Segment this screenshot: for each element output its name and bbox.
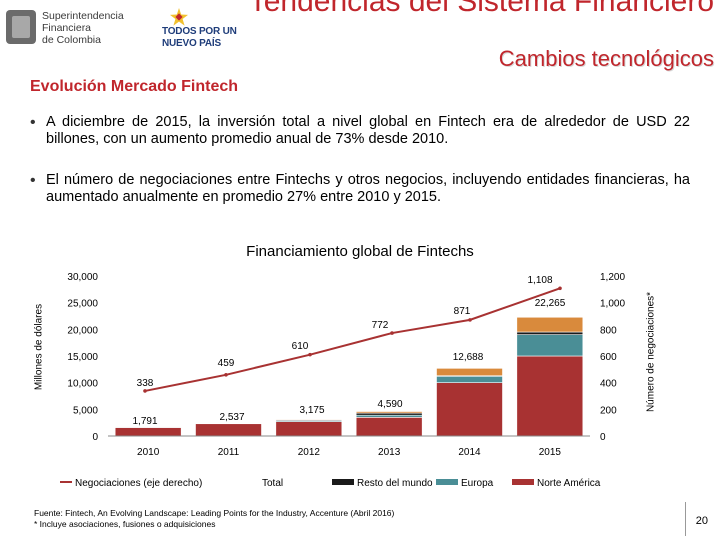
legend-swatch — [332, 479, 354, 485]
y-tick-label: 30,000 — [67, 272, 98, 283]
line-value-label: 772 — [372, 320, 389, 331]
total-label: 4,590 — [377, 399, 402, 410]
line-point — [143, 389, 147, 393]
bar-segment — [436, 368, 503, 377]
y-tick-label: 10,000 — [67, 379, 98, 390]
y2-tick-label: 400 — [600, 379, 617, 390]
logo2-line-1: TODOS POR UN — [162, 26, 237, 37]
footer: Fuente: Fintech, An Evolving Landscape: … — [34, 508, 394, 530]
total-label: 3,175 — [299, 405, 324, 416]
bar-segment — [114, 427, 182, 437]
line-point — [390, 331, 394, 335]
bar-segment — [516, 316, 584, 333]
todos-por-un-nuevo-pais-logo: TODOS POR UN NUEVO PAÍS — [162, 8, 262, 49]
y2-tick-label: 600 — [600, 352, 617, 363]
legend-swatch — [436, 479, 458, 485]
logo1-line-3: de Colombia — [42, 34, 101, 46]
bar-segment — [355, 411, 423, 414]
superintendencia-logo: Superintendencia Financiera de Colombia — [6, 8, 136, 48]
total-label: 22,265 — [535, 298, 566, 309]
bar-segment — [355, 414, 423, 418]
line-value-label: 871 — [454, 306, 471, 317]
footnote: * Incluye asociaciones, fusiones o adqui… — [34, 519, 216, 529]
line-point — [308, 352, 312, 357]
line-point — [468, 318, 472, 322]
page-number: 20 — [695, 515, 708, 527]
legend-swatch — [512, 479, 534, 485]
y2-tick-label: 0 — [600, 432, 606, 443]
page-divider — [685, 502, 686, 536]
line-value-label: 1,108 — [527, 275, 552, 286]
bar-segment — [436, 375, 503, 383]
page-subtitle: Cambios tecnológicos — [498, 46, 714, 71]
total-label: 12,688 — [453, 352, 484, 363]
legend-label: Resto del mundo — [357, 478, 433, 489]
bar-segment — [516, 355, 584, 437]
bullet-item: • A diciembre de 2015, la inversión tota… — [30, 114, 690, 148]
total-label: 1,791 — [132, 416, 157, 427]
y-tick-label: 20,000 — [67, 325, 98, 336]
bar-segment — [195, 422, 262, 424]
y2-tick-label: 1,200 — [600, 272, 625, 283]
bar-segment — [516, 331, 584, 335]
negociaciones-line — [144, 287, 561, 392]
line-value-label: 610 — [292, 341, 309, 352]
y2-tick-label: 1,000 — [600, 299, 625, 310]
x-tick-label: 2011 — [218, 447, 240, 458]
bar-segment — [114, 426, 182, 428]
y-tick-label: 5,000 — [73, 405, 98, 416]
logo1-line-1: Superintendencia — [42, 10, 124, 22]
y-tick-label: 0 — [92, 432, 98, 443]
line-point — [224, 373, 228, 377]
logo1-line-2: Financiera — [42, 22, 92, 34]
y2-tick-label: 800 — [600, 325, 617, 336]
shield-icon — [6, 10, 36, 44]
line-point — [558, 286, 562, 291]
page-title: Tendencias del Sistema Financiero — [248, 0, 714, 18]
bar-segment — [355, 417, 423, 437]
bullet-text-2: El número de negociaciones entre Fintech… — [46, 172, 690, 205]
section-title: Evolución Mercado Fintech — [30, 78, 239, 95]
legend-label: Norte América — [537, 478, 601, 489]
y-tick-label: 15,000 — [67, 352, 98, 363]
line-value-label: 459 — [218, 358, 235, 369]
star-icon — [170, 8, 188, 26]
y2-tick-label: 200 — [600, 405, 617, 416]
x-tick-label: 2015 — [539, 447, 562, 458]
x-tick-label: 2014 — [458, 447, 481, 458]
x-tick-label: 2010 — [137, 447, 160, 458]
x-tick-label: 2013 — [378, 447, 401, 458]
legend-label: Negociaciones (eje derecho) — [75, 478, 202, 489]
logo2-line-2: NUEVO PAÍS — [162, 38, 221, 49]
bar-segment — [275, 421, 343, 437]
bar-segment — [195, 423, 262, 437]
bullet-item: • El número de negociaciones entre Finte… — [30, 172, 690, 206]
bar-segment — [516, 334, 584, 357]
bar-segment — [275, 418, 343, 421]
y-tick-label: 25,000 — [67, 299, 98, 310]
source-note: Fuente: Fintech, An Evolving Landscape: … — [34, 508, 395, 518]
x-tick-label: 2012 — [298, 447, 321, 458]
bar-segment — [436, 382, 503, 437]
line-value-label: 338 — [137, 378, 154, 389]
bar-segment — [355, 412, 423, 416]
legend-label: Total — [262, 478, 283, 489]
total-label: 2,537 — [219, 412, 244, 423]
bullet-text-1: A diciembre de 2015, la inversión total … — [46, 114, 690, 147]
chart-title: Financiamiento global de Fintechs — [246, 243, 474, 260]
bullet-icon: • — [30, 114, 36, 131]
bullet-icon: • — [30, 172, 36, 189]
legend-label: Europa — [461, 478, 494, 489]
